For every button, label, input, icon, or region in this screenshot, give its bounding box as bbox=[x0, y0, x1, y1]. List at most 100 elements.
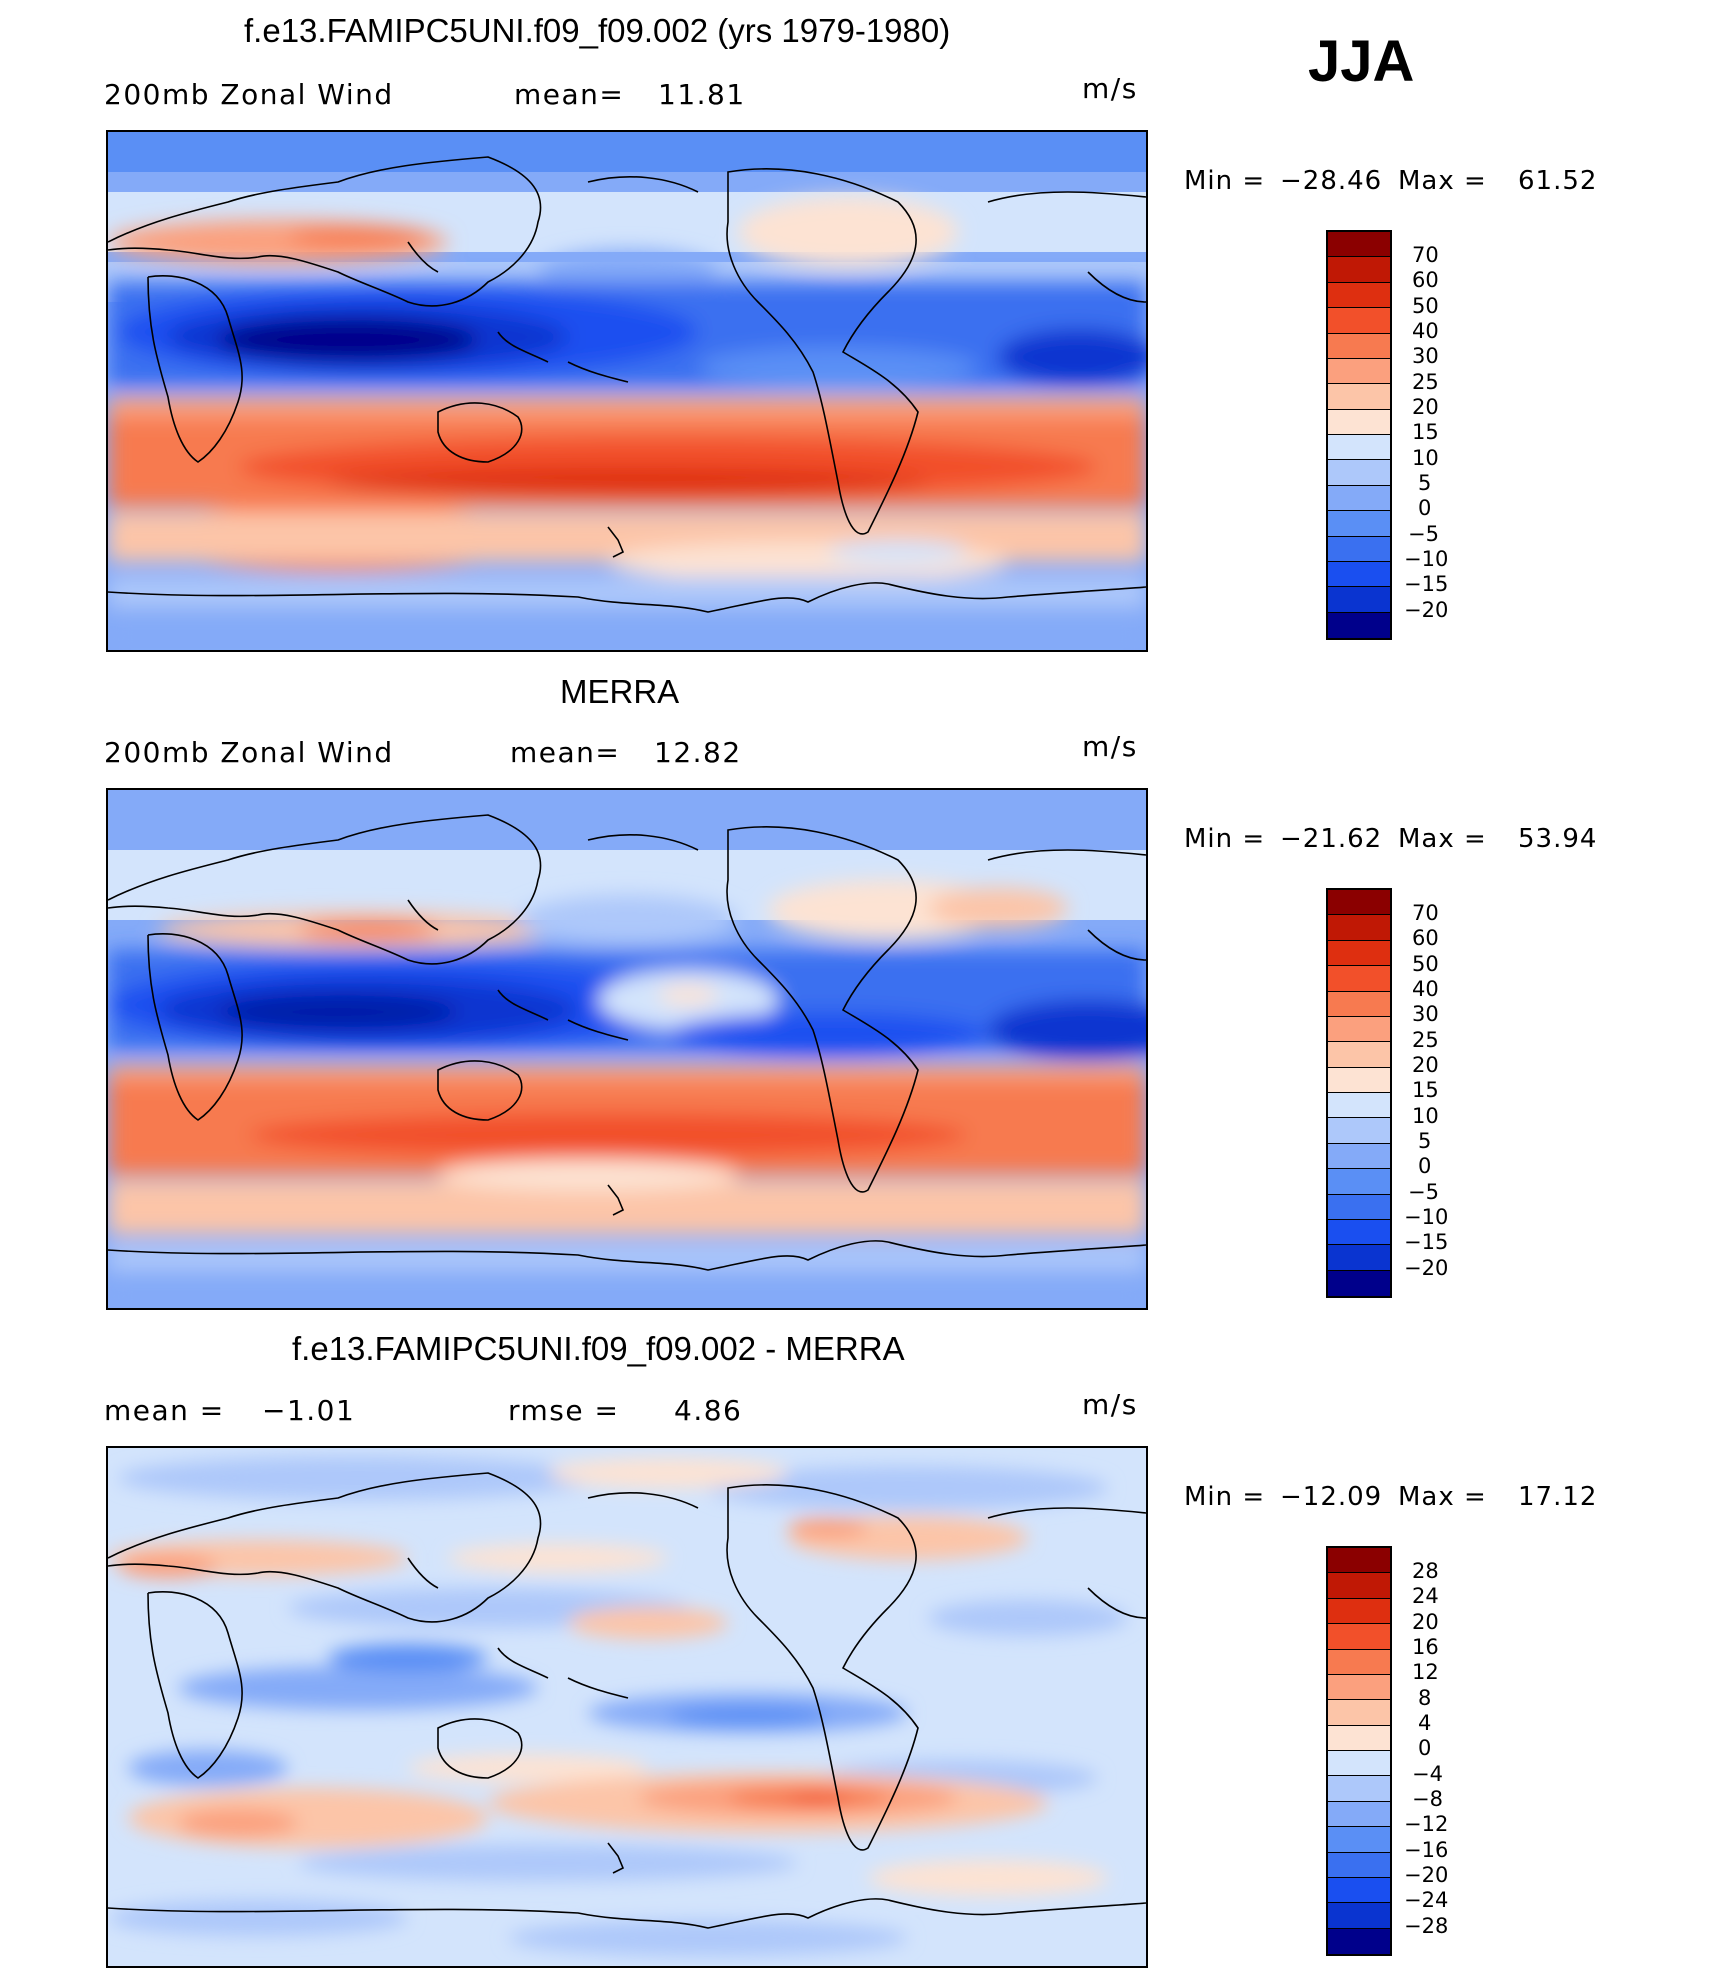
colorbar-tick-label: 0 bbox=[1418, 1736, 1432, 1760]
coastlines bbox=[108, 156, 1146, 613]
colorbar-tick-label: −20 bbox=[1404, 1256, 1449, 1280]
colorbar-tick-label: 28 bbox=[1412, 1559, 1439, 1583]
units-label: m/s bbox=[1082, 730, 1138, 763]
colorbar-swatch bbox=[1328, 511, 1390, 537]
colorbar-tick-label: 40 bbox=[1412, 319, 1439, 343]
colorbar-swatch bbox=[1328, 1877, 1390, 1904]
colorbar-swatch bbox=[1328, 257, 1390, 283]
colorbar-tick-label: 50 bbox=[1412, 294, 1439, 318]
colorbar-tick-label: 10 bbox=[1412, 446, 1439, 470]
map-diff bbox=[106, 1446, 1148, 1968]
contour-field bbox=[108, 132, 1146, 650]
colorbar-tick-label: 25 bbox=[1412, 1028, 1439, 1052]
max-value: 17.12 bbox=[1518, 1482, 1598, 1512]
colorbar-tick-label: 16 bbox=[1412, 1635, 1439, 1659]
colorbar-swatch bbox=[1328, 940, 1390, 967]
contour-field bbox=[108, 1448, 1146, 1966]
colorbar-swatch bbox=[1328, 1093, 1390, 1119]
colorbar-tick-label: −5 bbox=[1408, 522, 1439, 546]
mean-label: mean= bbox=[510, 736, 621, 769]
colorbar-tick-label: 10 bbox=[1412, 1104, 1439, 1128]
colorbar-swatch bbox=[1328, 358, 1390, 385]
colorbar-tick-label: 8 bbox=[1418, 1686, 1432, 1710]
colorbar-swatch bbox=[1328, 1801, 1390, 1828]
colorbar-obs bbox=[1326, 888, 1392, 1298]
colorbar-swatch bbox=[1328, 1548, 1390, 1574]
colorbar-swatch bbox=[1328, 333, 1390, 359]
variable-label: 200mb Zonal Wind bbox=[104, 78, 394, 111]
colorbar-swatch bbox=[1328, 1573, 1390, 1599]
map-obs bbox=[106, 788, 1148, 1310]
mean-value: −1.01 bbox=[262, 1394, 356, 1427]
colorbar-swatch bbox=[1328, 1928, 1390, 1954]
min-label: Min = bbox=[1184, 166, 1266, 196]
colorbar-tick-label: 30 bbox=[1412, 1002, 1439, 1026]
colorbar-swatch bbox=[1328, 1270, 1390, 1296]
colorbar-tick-label: −24 bbox=[1404, 1888, 1449, 1912]
map-model bbox=[106, 130, 1148, 652]
colorbar-swatch bbox=[1328, 1751, 1390, 1777]
colorbar-tick-label: 4 bbox=[1418, 1711, 1432, 1735]
colorbar-tick-label: 12 bbox=[1412, 1660, 1439, 1684]
colorbar-tick-label: 20 bbox=[1412, 395, 1439, 419]
colorbar-swatch bbox=[1328, 282, 1390, 309]
colorbar-swatch bbox=[1328, 1852, 1390, 1878]
colorbar-tick-label: 60 bbox=[1412, 926, 1439, 950]
colorbar-swatch bbox=[1328, 1042, 1390, 1068]
panel-title: MERRA bbox=[560, 673, 680, 710]
colorbar-tick-label: −8 bbox=[1412, 1787, 1443, 1811]
colorbar-swatch bbox=[1328, 1016, 1390, 1043]
rmse-value: 4.86 bbox=[674, 1394, 743, 1427]
colorbar-tick-label: 24 bbox=[1412, 1584, 1439, 1608]
colorbar-tick-label: −15 bbox=[1404, 572, 1449, 596]
colorbar-swatch bbox=[1328, 536, 1390, 562]
colorbar-swatch bbox=[1328, 1624, 1390, 1650]
colorbar-swatch bbox=[1328, 1194, 1390, 1220]
colorbar-swatch bbox=[1328, 1827, 1390, 1853]
colorbar-tick-label: 70 bbox=[1412, 901, 1439, 925]
colorbar-tick-label: 20 bbox=[1412, 1053, 1439, 1077]
colorbar-swatch bbox=[1328, 1219, 1390, 1246]
colorbar-swatch bbox=[1328, 1649, 1390, 1675]
variable-label: 200mb Zonal Wind bbox=[104, 736, 394, 769]
colorbar-tick-label: 50 bbox=[1412, 952, 1439, 976]
min-value: −12.09 bbox=[1280, 1482, 1383, 1512]
max-label: Max = bbox=[1398, 1482, 1487, 1512]
colorbar-swatch bbox=[1328, 232, 1390, 258]
season-label: JJA bbox=[1308, 29, 1415, 94]
colorbar-swatch bbox=[1328, 1143, 1390, 1170]
colorbar-swatch bbox=[1328, 1067, 1390, 1093]
colorbar-diff bbox=[1326, 1546, 1392, 1956]
contour-field bbox=[108, 790, 1146, 1308]
colorbar-model bbox=[1326, 230, 1392, 640]
mean-value: 12.82 bbox=[654, 736, 742, 769]
panel-title: f.e13.FAMIPC5UNI.f09_f09.002 (yrs 1979-1… bbox=[244, 12, 951, 49]
colorbar-tick-label: 25 bbox=[1412, 370, 1439, 394]
units-label: m/s bbox=[1082, 72, 1138, 105]
mean-label: mean= bbox=[514, 78, 625, 111]
colorbar-swatch bbox=[1328, 1245, 1390, 1271]
colorbar-tick-label: −10 bbox=[1404, 1205, 1449, 1229]
colorbar-swatch bbox=[1328, 587, 1390, 613]
coastlines bbox=[108, 1472, 1146, 1929]
colorbar-tick-label: 5 bbox=[1418, 471, 1432, 495]
max-label: Max = bbox=[1398, 824, 1487, 854]
colorbar-swatch bbox=[1328, 561, 1390, 588]
colorbar-swatch bbox=[1328, 915, 1390, 941]
max-value: 53.94 bbox=[1518, 824, 1598, 854]
colorbar-swatch bbox=[1328, 435, 1390, 461]
colorbar-tick-label: 15 bbox=[1412, 420, 1439, 444]
colorbar-tick-label: 5 bbox=[1418, 1129, 1432, 1153]
colorbar-tick-label: −10 bbox=[1404, 547, 1449, 571]
colorbar-swatch bbox=[1328, 485, 1390, 512]
colorbar-tick-label: 0 bbox=[1418, 1154, 1432, 1178]
colorbar-swatch bbox=[1328, 1903, 1390, 1929]
colorbar-tick-label: −20 bbox=[1404, 1863, 1449, 1887]
colorbar-swatch bbox=[1328, 460, 1390, 486]
mean-label: mean = bbox=[104, 1394, 225, 1427]
colorbar-swatch bbox=[1328, 890, 1390, 916]
min-value: −21.62 bbox=[1280, 824, 1383, 854]
colorbar-swatch bbox=[1328, 1598, 1390, 1625]
colorbar-swatch bbox=[1328, 308, 1390, 334]
colorbar-swatch bbox=[1328, 1118, 1390, 1144]
